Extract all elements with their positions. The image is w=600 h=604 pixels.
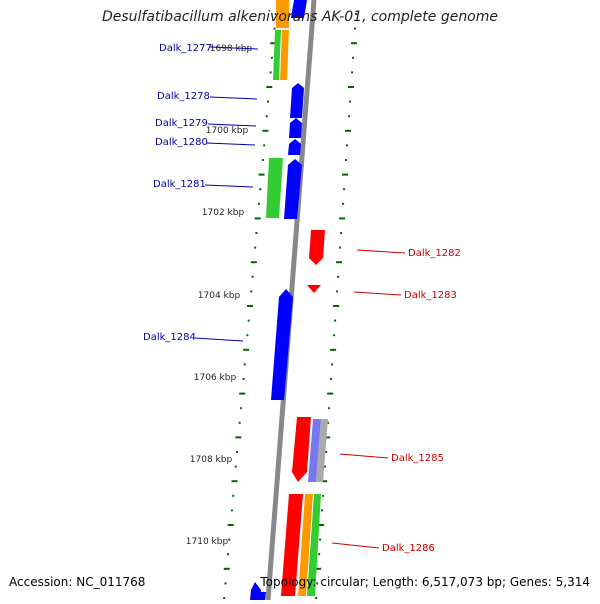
scale-label: 1708 kbp (190, 455, 233, 465)
scale-label: 1706 kbp (194, 373, 237, 383)
gene-label-leader-line (353, 291, 402, 296)
gene-feature-shape (292, 417, 311, 482)
gene-label-dalk-1286[interactable]: Dalk_1286 (382, 543, 435, 554)
gene-feature-shape (266, 158, 283, 218)
gene-glyph-dalk-1283[interactable] (307, 285, 321, 293)
gene-label-leader-line (207, 123, 257, 127)
gene-glyph-dalk-1281[interactable] (266, 158, 302, 219)
gene-label-leader-line (209, 46, 259, 50)
gene-label-dalk-1285[interactable]: Dalk_1285 (391, 453, 444, 464)
gene-glyph-dalk-1278[interactable] (290, 83, 304, 118)
gene-label-dalk-1280[interactable]: Dalk_1280 (155, 137, 208, 148)
scale-label: 1704 kbp (198, 291, 241, 301)
scale-label: 1698 kbp (210, 44, 253, 54)
gene-feature-shape (276, 0, 289, 28)
gene-feature-shape (288, 139, 301, 155)
scale-label: 1710 kbp (186, 537, 229, 547)
gene-feature-shape (316, 419, 328, 482)
gene-feature-shape (271, 289, 293, 400)
gene-glyph-dalk-1282[interactable] (309, 230, 325, 265)
gene-glyph-dalk-1286[interactable] (281, 494, 321, 596)
gene-feature-shape (284, 159, 302, 219)
gene-feature-shape (280, 30, 289, 80)
gene-label-dalk-1279[interactable]: Dalk_1279 (155, 118, 208, 129)
gene-glyph-dalk-1280[interactable] (288, 139, 301, 155)
gene-label-dalk-1282[interactable]: Dalk_1282 (408, 248, 461, 259)
gene-label-dalk-1284[interactable]: Dalk_1284 (143, 332, 196, 343)
gene-label-dalk-1283[interactable]: Dalk_1283 (404, 290, 457, 301)
gene-feature-shape (308, 419, 321, 482)
gene-label-leader-line (331, 542, 380, 549)
gene-label-dalk-1277[interactable]: Dalk_1277 (159, 43, 212, 54)
gene-feature-shape (290, 83, 304, 118)
gene-feature-shape (291, 0, 307, 18)
gene-glyph-dalk-1277[interactable] (273, 0, 307, 80)
gene-feature-shape (281, 494, 303, 596)
gene-label-dalk-1281[interactable]: Dalk_1281 (153, 179, 206, 190)
gene-feature-shape (257, 592, 266, 600)
diagram-title: Desulfatibacillum alkenivorans AK-01, co… (101, 9, 499, 25)
gene-feature-shape (307, 494, 321, 596)
gene-label-leader-line (339, 453, 389, 459)
gene-feature-shape (307, 285, 321, 293)
gene-glyph-dalk-1285[interactable] (292, 417, 328, 482)
scale-label: 1700 kbp (206, 126, 249, 136)
gene-glyph-partial[interactable] (250, 582, 266, 600)
gene-feature-shape (289, 118, 302, 138)
gene-feature-shape (298, 494, 313, 596)
gene-label-leader-line (194, 337, 244, 342)
gene-label-leader-line (209, 96, 258, 100)
gene-glyph-dalk-1279[interactable] (289, 118, 302, 138)
gene-glyph-dalk-1284[interactable] (271, 289, 293, 400)
gene-label-leader-line (204, 184, 254, 188)
scale-label: 1702 kbp (202, 208, 245, 218)
gene-label-leader-line (206, 142, 256, 146)
gene-label-leader-line (356, 249, 406, 254)
topology-text: Topology: circular; Length: 6,517,073 bp… (260, 575, 590, 589)
gene-feature-shape (273, 30, 281, 80)
gene-label-dalk-1278[interactable]: Dalk_1278 (157, 91, 210, 102)
gene-feature-shape (309, 230, 325, 265)
accession-text: Accession: NC_011768 (9, 575, 146, 589)
